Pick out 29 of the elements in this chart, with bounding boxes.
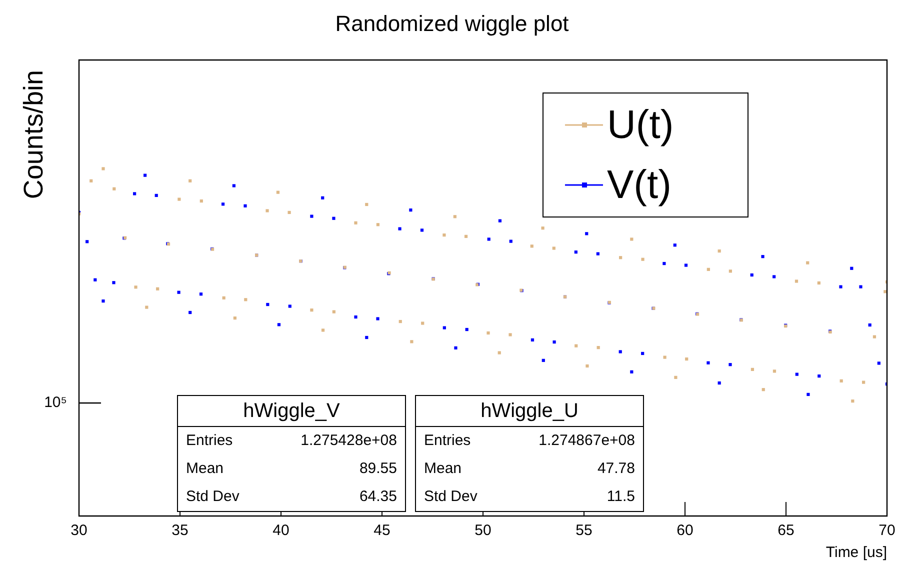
- x-tick-label: 35: [172, 522, 188, 540]
- y-axis-title: Counts/bin: [18, 70, 48, 200]
- annotation: hWiggle_V: [178, 396, 405, 427]
- annotation: 64.35: [359, 487, 397, 507]
- annotation: 89.55: [359, 459, 397, 479]
- annotation: 1.275428e+08: [300, 431, 397, 451]
- annotation: 11.5: [606, 487, 635, 507]
- legend-label: U(t): [607, 103, 674, 148]
- annotation: Mean: [424, 459, 462, 479]
- annotation: hWiggle_U: [416, 396, 643, 427]
- annotation: 47.78: [597, 459, 635, 479]
- x-tick-label: 50: [474, 522, 492, 540]
- x-tick-label: 70: [878, 522, 896, 540]
- x-axis-title: Time [us]: [826, 544, 887, 562]
- annotation: Std Dev: [424, 487, 478, 507]
- legend-label: V(t): [607, 163, 672, 208]
- x-tick-label: 60: [676, 522, 694, 540]
- annotation: Entries: [424, 431, 471, 451]
- x-tick-label: 40: [272, 522, 290, 540]
- text: 10⁵: [44, 394, 67, 412]
- x-tick-label: 65: [778, 522, 794, 540]
- annotation: Std Dev: [186, 487, 240, 507]
- x-tick-label: 30: [70, 522, 88, 540]
- annotation: Mean: [186, 459, 224, 479]
- x-tick-label: 45: [374, 522, 390, 540]
- annotation: Entries: [186, 431, 233, 451]
- x-tick-label: 55: [576, 522, 592, 540]
- annotation: 1.274867e+08: [538, 431, 635, 451]
- chart-title: Randomized wiggle plot: [335, 11, 569, 36]
